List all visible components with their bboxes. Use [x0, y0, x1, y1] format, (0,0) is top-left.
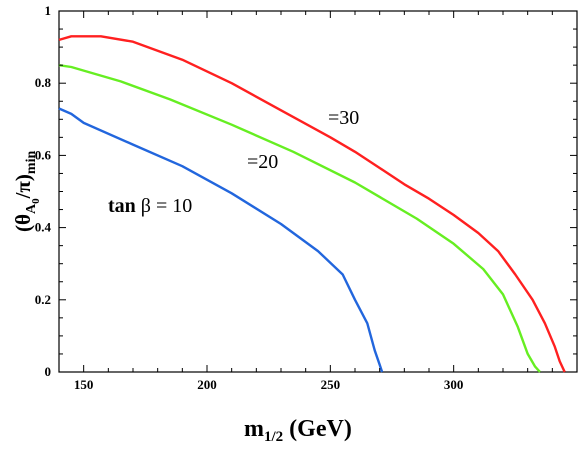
series-line-1	[58, 64, 541, 373]
ticks	[58, 10, 578, 373]
plot-area	[58, 10, 578, 373]
y-tick-label: 0.8	[35, 75, 52, 90]
annotation-tan-bold: tan	[108, 195, 141, 217]
y-axis-label-sub-a: A	[24, 203, 39, 214]
x-axis-label-unit: (GeV)	[283, 416, 352, 442]
tick-labels: 150 200 250 300 0 0.2 0.4 0.6 0.8 1	[35, 3, 464, 392]
y-axis-label-sub-min: min	[24, 151, 39, 175]
y-axis-label-sub-0: 0	[30, 198, 42, 204]
annotation-30: =30	[328, 107, 359, 129]
y-tick-label: 0.6	[35, 147, 52, 162]
y-axis-label-mid: /π)	[11, 174, 35, 199]
x-tick-label: 150	[74, 377, 94, 392]
series-line-0	[58, 35, 566, 373]
y-tick-label: 1	[45, 3, 52, 18]
annotation-tan-beta-10: tan β = 10	[108, 195, 192, 217]
annotations: tan β = 10 =20 =30	[108, 107, 359, 217]
plot-frame	[58, 10, 578, 373]
x-axis-label: m1/2 (GeV)	[244, 416, 352, 445]
x-axis-label-main: m	[244, 416, 264, 442]
x-tick-label: 250	[321, 377, 341, 392]
annotation-beta-10: β = 10	[141, 195, 192, 217]
series-line-2	[58, 107, 384, 373]
annotation-20: =20	[247, 151, 278, 173]
y-axis-label-open: (θ	[11, 214, 35, 232]
curves	[58, 35, 566, 373]
x-axis-label-sub: 1/2	[264, 429, 283, 445]
x-tick-label: 300	[444, 377, 464, 392]
y-tick-label: 0	[45, 364, 52, 379]
y-axis-label: (θA0/π)min	[11, 151, 42, 232]
y-tick-label: 0.2	[35, 292, 51, 307]
y-tick-label: 0.4	[35, 220, 52, 235]
x-tick-label: 200	[197, 377, 217, 392]
